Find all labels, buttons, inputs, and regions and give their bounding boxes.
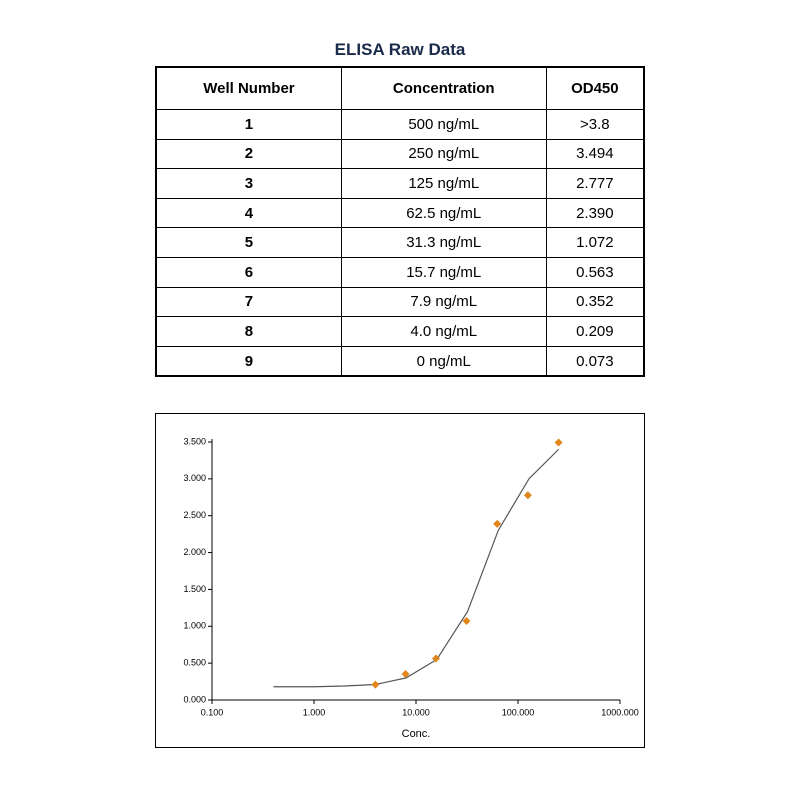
table-row: 4 62.5 ng/mL 2.390 <box>155 197 645 229</box>
column-header: Well Number <box>155 66 342 110</box>
table-cell: 3 <box>155 168 342 199</box>
table-row: 5 31.3 ng/mL 1.072 <box>155 227 645 258</box>
y-tick-label: 0.000 <box>183 694 206 704</box>
table-cell: 0.209 <box>545 316 645 347</box>
data-point <box>554 438 563 447</box>
table-body: 1 500 ng/mL >3.8 2 250 ng/mL 3.494 3 125 ng/mL 2… <box>155 109 645 377</box>
table-cell: 15.7 ng/mL <box>340 256 547 288</box>
table-cell: 5 <box>155 227 342 258</box>
table-title: ELISA Raw Data <box>334 40 466 59</box>
x-tick-label: 10.000 <box>402 707 430 717</box>
fit-curve <box>273 448 560 688</box>
table-row: 2 250 ng/mL 3.494 <box>155 138 645 170</box>
y-tick-label: 2.500 <box>183 510 206 520</box>
y-tick-label: 0.500 <box>183 658 206 668</box>
x-tick-label: 1000.000 <box>601 707 639 717</box>
data-point <box>371 680 380 689</box>
y-tick-label: 1.000 <box>183 621 206 631</box>
data-table: Well Number Concentration OD450 1 500 ng/mL… <box>155 66 645 378</box>
table-cell: 6 <box>155 256 342 288</box>
table-cell: 2.390 <box>545 197 645 229</box>
table-cell: 2.777 <box>545 168 645 199</box>
data-point <box>462 616 471 625</box>
table-cell: 4.0 ng/mL <box>340 316 547 347</box>
table-row: 3 125 ng/mL 2.777 <box>155 168 645 199</box>
x-tick-label: 100.000 <box>502 707 535 717</box>
table-cell: 7 <box>155 286 342 318</box>
column-header: Concentration <box>340 66 547 110</box>
table-cell: 3.494 <box>545 138 645 170</box>
y-tick-label: 3.500 <box>183 436 206 446</box>
chart-frame <box>155 413 645 748</box>
table-cell: 4 <box>155 197 342 229</box>
table-cell: 0 ng/mL <box>340 345 547 377</box>
y-tick-label: 2.000 <box>183 547 206 557</box>
data-point <box>523 491 532 500</box>
header-row: Well Number Concentration OD450 <box>155 66 645 110</box>
column-header: OD450 <box>545 66 645 110</box>
table-cell: 31.3 ng/mL <box>340 227 547 258</box>
data-point <box>493 519 502 528</box>
data-point <box>401 670 410 679</box>
table-row: 6 15.7 ng/mL 0.563 <box>155 256 645 288</box>
y-tick-label: 3.000 <box>183 473 206 483</box>
y-tick-label: 1.500 <box>183 584 206 594</box>
data-point <box>431 654 440 663</box>
table-cell: 250 ng/mL <box>340 138 547 170</box>
x-tick-label: 0.100 <box>201 707 224 717</box>
table-cell: 0.073 <box>545 345 645 377</box>
table-cell: 9 <box>155 345 342 377</box>
x-tick-label: 1.000 <box>303 707 326 717</box>
table-cell: 2 <box>155 138 342 170</box>
table-cell: 62.5 ng/mL <box>340 197 547 229</box>
x-axis-label: Conc. <box>402 728 431 740</box>
